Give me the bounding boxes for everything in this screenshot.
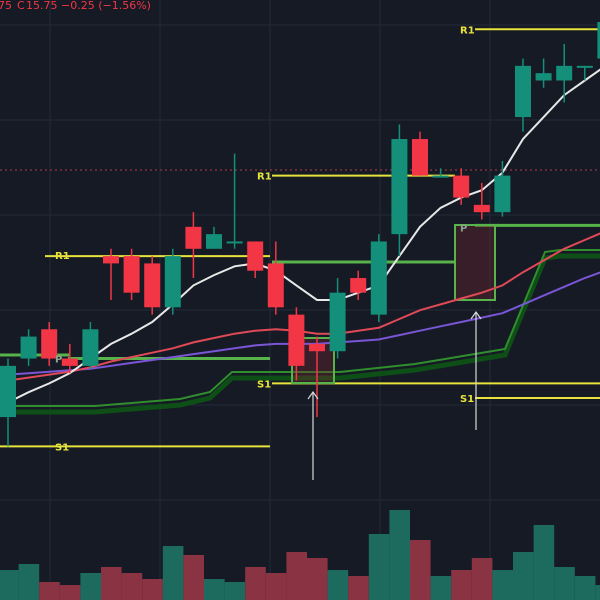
candle-body bbox=[41, 329, 58, 359]
signal-arrows bbox=[307, 310, 482, 480]
pivot-label: S1 bbox=[257, 379, 271, 390]
volume-bar bbox=[142, 579, 163, 600]
ema-mid-line bbox=[7, 232, 600, 382]
volume-bar bbox=[389, 510, 410, 600]
candle-body bbox=[226, 241, 243, 244]
moving-averages bbox=[7, 68, 600, 404]
volume-bar bbox=[265, 573, 287, 600]
pivot-levels bbox=[0, 28, 600, 448]
volume-bar bbox=[286, 552, 307, 600]
volume-bar bbox=[348, 576, 369, 600]
header-close-key: C bbox=[17, 0, 25, 12]
volume-bar bbox=[0, 570, 19, 600]
candle-body bbox=[267, 263, 284, 308]
candle-body bbox=[309, 343, 325, 352]
volume-bar bbox=[307, 558, 328, 600]
candle-body bbox=[370, 241, 387, 315]
signal-arrow-head bbox=[307, 390, 319, 400]
candle-body bbox=[494, 175, 511, 213]
header-close-value: 15.75 bbox=[26, 0, 58, 12]
candle-body bbox=[206, 234, 222, 249]
candle-body bbox=[103, 256, 119, 264]
pivot-label: S1 bbox=[460, 394, 474, 405]
candle-body bbox=[123, 256, 140, 293]
volume-bar bbox=[471, 558, 493, 600]
volume-bar bbox=[574, 576, 596, 600]
volume-bar bbox=[554, 567, 575, 600]
volume-bar bbox=[430, 576, 452, 600]
volume-bar bbox=[410, 540, 431, 600]
volume-bar bbox=[368, 534, 390, 600]
candle-body bbox=[576, 65, 593, 68]
volume-bar bbox=[59, 585, 81, 600]
volume-bar bbox=[101, 567, 122, 600]
candle-body bbox=[20, 336, 37, 359]
candle-body bbox=[432, 175, 449, 178]
pivot-label: R1 bbox=[460, 25, 475, 36]
candle-body bbox=[350, 278, 367, 293]
candle-body bbox=[473, 204, 490, 213]
volume-bar bbox=[162, 546, 184, 600]
candle-body bbox=[412, 139, 428, 176]
candle-body bbox=[185, 226, 202, 249]
candle-body bbox=[597, 21, 600, 59]
pivot-labels: R1 S1 P R1 S1 R1 P S1 bbox=[55, 25, 475, 453]
volume-bar bbox=[39, 582, 60, 600]
candle-body bbox=[329, 292, 346, 352]
candle-body bbox=[144, 263, 161, 308]
candle-body bbox=[0, 365, 16, 418]
ema-fast-line bbox=[7, 68, 600, 404]
volume-bars bbox=[0, 510, 600, 600]
ema-slow-line bbox=[7, 271, 600, 376]
volume-bar bbox=[451, 570, 472, 600]
volume-bar bbox=[204, 579, 225, 600]
volume-bar bbox=[513, 552, 534, 600]
volume-bar bbox=[595, 585, 600, 600]
trailing-stop-inner bbox=[0, 249, 600, 407]
candle-body bbox=[288, 314, 305, 366]
candle-body bbox=[556, 65, 573, 81]
candle-body bbox=[453, 175, 470, 198]
header-change: −0.25 (−1.56%) bbox=[61, 0, 151, 12]
volume-bar bbox=[80, 573, 101, 600]
candle-body bbox=[391, 139, 408, 235]
pivot-label: S1 bbox=[55, 442, 69, 453]
pattern-box bbox=[454, 224, 496, 301]
legend-header: 75 C 15.75 −0.25 (−1.56%) bbox=[0, 0, 151, 12]
pivot-label: R1 bbox=[55, 251, 70, 262]
candle-body bbox=[515, 65, 531, 118]
pivot-label: R1 bbox=[257, 172, 272, 183]
volume-bar bbox=[121, 573, 143, 600]
volume-bar bbox=[224, 582, 246, 600]
price-candles bbox=[0, 21, 600, 447]
candle-body bbox=[535, 73, 552, 81]
volume-bar bbox=[533, 525, 555, 600]
volume-bar bbox=[327, 570, 349, 600]
volume-bar bbox=[18, 564, 40, 600]
volume-bar bbox=[183, 555, 204, 600]
header-prefix: 75 bbox=[0, 0, 12, 12]
pivot-label: P bbox=[460, 223, 467, 234]
signal-arrow-head bbox=[470, 310, 482, 320]
candle-body bbox=[82, 329, 99, 366]
candle-body bbox=[164, 256, 181, 308]
volume-bar bbox=[245, 567, 266, 600]
candle-body bbox=[61, 358, 78, 366]
pivot-label: P bbox=[55, 355, 62, 366]
volume-bar bbox=[492, 570, 513, 600]
candle-body bbox=[247, 241, 264, 271]
